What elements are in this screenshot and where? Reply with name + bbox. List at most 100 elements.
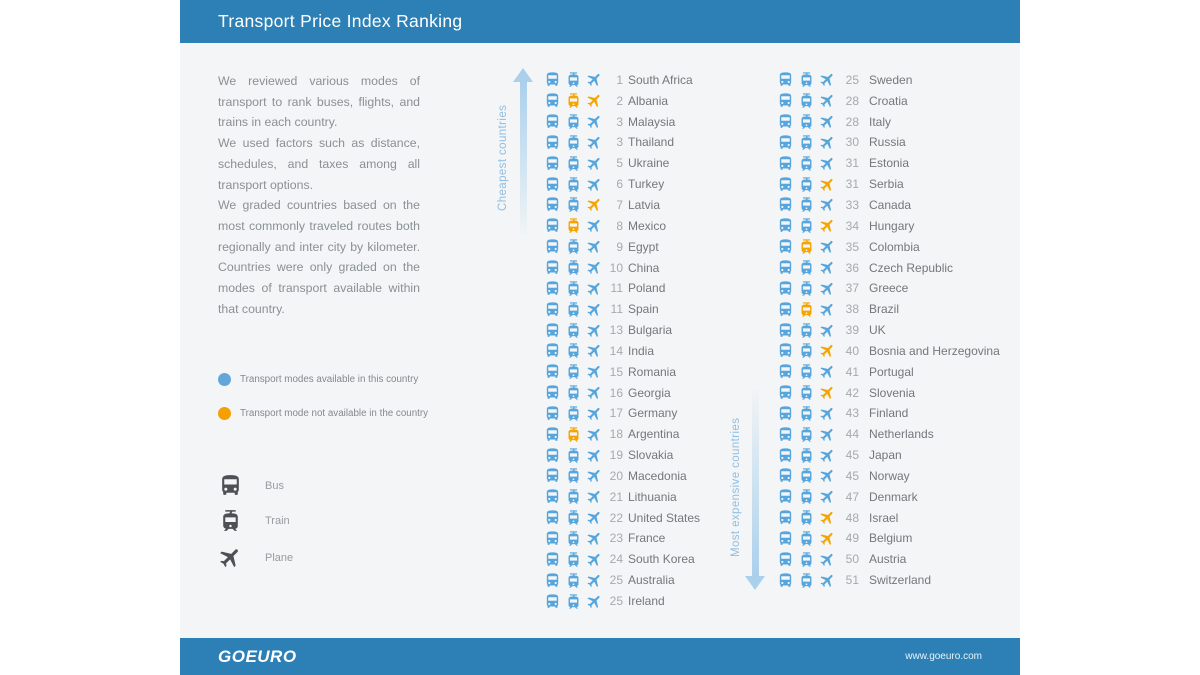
rank-number: 8 — [616, 218, 623, 233]
legend-available-label: Transport modes available in this countr… — [240, 373, 419, 385]
ranking-row: 36 Czech Republic — [777, 257, 1000, 278]
bus-icon — [544, 134, 561, 151]
ranking-row: 47 Denmark — [777, 486, 1000, 507]
rank-number: 24 — [609, 552, 623, 567]
train-icon — [565, 426, 582, 443]
country-name: Ireland — [628, 594, 665, 609]
rank-number: 23 — [609, 531, 623, 546]
rank-number: 38 — [845, 302, 859, 317]
bus-icon — [544, 488, 561, 505]
plane-icon — [586, 363, 603, 381]
rank-number: 15 — [609, 364, 623, 379]
ranking-row: 11 Poland — [544, 278, 700, 299]
bus-icon — [777, 551, 794, 568]
rank-number: 45 — [845, 448, 859, 463]
country-name: Croatia — [869, 93, 908, 108]
bus-icon — [777, 238, 794, 255]
bus-icon — [544, 196, 561, 213]
plane-icon — [819, 321, 836, 339]
train-icon — [798, 92, 815, 109]
rank-number: 43 — [845, 406, 859, 421]
plane-icon — [819, 113, 836, 131]
rank-number: 10 — [609, 260, 623, 275]
ranking-row: 42 Slovenia — [777, 382, 1000, 403]
plane-icon — [819, 550, 836, 568]
train-icon — [565, 134, 582, 151]
bus-icon — [544, 509, 561, 526]
plane-icon — [819, 488, 836, 506]
legend-available: Transport modes available in this countr… — [218, 372, 418, 386]
country-name: Czech Republic — [869, 260, 954, 275]
plane-icon — [819, 217, 836, 235]
country-name: Austria — [869, 552, 907, 567]
key-plane-label: Plane — [265, 551, 294, 564]
rank-number: 47 — [845, 489, 859, 504]
bus-icon — [544, 301, 561, 318]
bus-icon — [218, 473, 243, 498]
plane-icon — [819, 71, 836, 89]
plane-icon — [819, 363, 836, 381]
country-name: Lithuania — [628, 489, 677, 504]
key-train-label: Train — [265, 514, 290, 527]
ranking-row: 2 Albania — [544, 90, 700, 111]
ranking-row: 14 India — [544, 340, 700, 361]
train-icon — [798, 551, 815, 568]
rank-number: 14 — [609, 343, 623, 358]
country-name: Norway — [869, 468, 910, 483]
plane-icon — [819, 509, 836, 527]
rank-number: 19 — [609, 448, 623, 463]
bus-icon — [777, 92, 794, 109]
ranking-row: 30 Russia — [777, 132, 1000, 153]
bus-icon — [777, 155, 794, 172]
rank-number: 13 — [609, 323, 623, 338]
ranking-row: 7 Latvia — [544, 195, 700, 216]
country-name: Australia — [628, 573, 675, 588]
train-icon — [565, 551, 582, 568]
plane-icon — [586, 509, 603, 527]
rank-number: 31 — [845, 156, 859, 171]
country-name: Portugal — [869, 364, 914, 379]
rank-number: 25 — [609, 573, 623, 588]
train-icon — [798, 467, 815, 484]
bus-icon — [544, 155, 561, 172]
train-icon — [565, 593, 582, 610]
country-name: Switzerland — [869, 573, 932, 588]
train-icon — [565, 92, 582, 109]
infographic: Transport Price Index Ranking We reviewe… — [180, 0, 1020, 675]
bus-icon — [544, 113, 561, 130]
rank-number: 37 — [845, 281, 859, 296]
country-name: France — [628, 531, 666, 546]
plane-icon — [586, 425, 603, 443]
country-name: Serbia — [869, 177, 904, 192]
plane-icon — [819, 175, 836, 193]
ranking-row: 25 Ireland — [544, 591, 700, 612]
ranking-row: 40 Bosnia and Herzegovina — [777, 340, 1000, 361]
bus-icon — [544, 551, 561, 568]
intro-paragraph-1: We reviewed various modes of transport t… — [218, 74, 420, 130]
rank-number: 41 — [845, 364, 859, 379]
train-icon — [565, 259, 582, 276]
ranking-column-expensive: 25 Sweden 28 Croatia 28 Italy 30 Russia … — [777, 70, 1000, 591]
plane-icon — [586, 196, 603, 214]
ranking-row: 24 South Korea — [544, 549, 700, 570]
header-bar: Transport Price Index Ranking — [180, 0, 1020, 43]
bus-icon — [777, 509, 794, 526]
rank-number: 3 — [616, 114, 623, 129]
bus-icon — [777, 113, 794, 130]
rank-number: 5 — [616, 156, 623, 171]
key-bus-label: Bus — [265, 479, 284, 492]
train-icon — [798, 447, 815, 464]
ranking-row: 38 Brazil — [777, 299, 1000, 320]
plane-icon — [819, 196, 836, 214]
legend-not-available-label: Transport mode not available in the coun… — [240, 407, 429, 419]
bus-icon — [544, 71, 561, 88]
train-icon — [798, 301, 815, 318]
bus-icon — [777, 488, 794, 505]
ranking-row: 37 Greece — [777, 278, 1000, 299]
country-name: Israel — [869, 510, 899, 525]
rank-number: 49 — [845, 531, 859, 546]
plane-icon — [586, 71, 603, 89]
plane-icon — [586, 446, 603, 464]
ranking-row: 8 Mexico — [544, 215, 700, 236]
train-icon — [565, 113, 582, 130]
